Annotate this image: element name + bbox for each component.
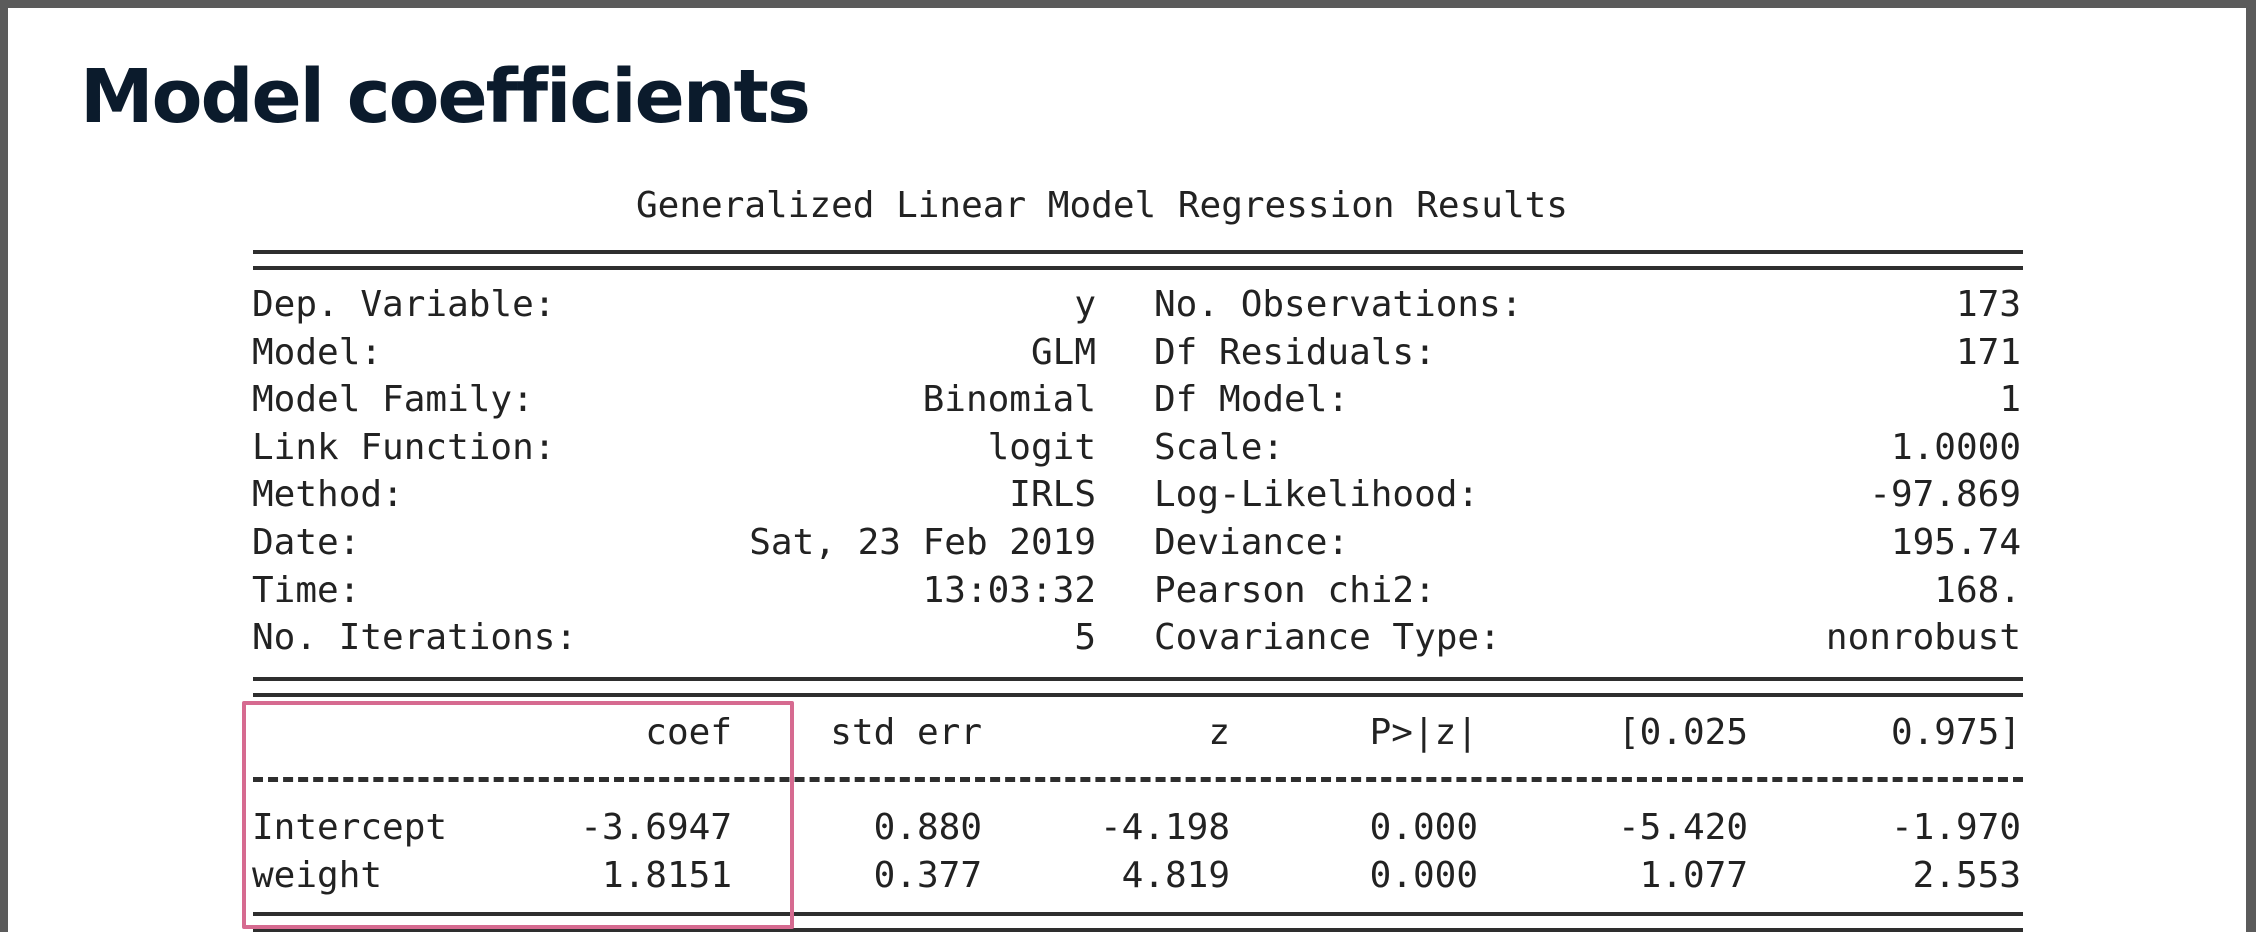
value-date: Sat, 23 Feb 2019	[749, 522, 1096, 563]
label-deviance: Deviance:	[1154, 522, 1350, 563]
weight-ci-lower: 1.077	[1639, 855, 1748, 896]
label-time: Time:	[252, 570, 361, 611]
double-rule-top	[253, 250, 2023, 270]
dashed-rule	[253, 777, 2023, 782]
double-rule-middle	[253, 677, 2023, 697]
header-p-value: P>|z|	[1369, 712, 1478, 753]
row-name-intercept: Intercept	[252, 807, 448, 848]
value-covariance-type: nonrobust	[1825, 617, 2021, 658]
weight-coef: 1.8151	[601, 855, 732, 896]
value-no-iterations: 5	[1074, 617, 1096, 658]
slide-title: Model coefficients	[80, 54, 811, 140]
value-log-likelihood: -97.869	[1869, 474, 2021, 515]
weight-p-value: 0.000	[1369, 855, 1478, 896]
value-df-model: 1	[1999, 379, 2021, 420]
regression-summary: Generalized Linear Model Regression Resu…	[8, 8, 2246, 932]
value-model-family: Binomial	[922, 379, 1096, 420]
label-scale: Scale:	[1154, 427, 1285, 468]
double-rule-bottom	[253, 912, 2023, 932]
header-ci-lower: [0.025	[1617, 712, 1748, 753]
label-df-model: Df Model:	[1154, 379, 1350, 420]
header-coef: coef	[645, 712, 732, 753]
value-method: IRLS	[1009, 474, 1096, 515]
intercept-coef: -3.6947	[580, 807, 732, 848]
label-dep-variable: Dep. Variable:	[252, 284, 556, 325]
header-std-err: std err	[830, 712, 982, 753]
value-dep-variable: y	[1074, 284, 1096, 325]
label-no-iterations: No. Iterations:	[252, 617, 578, 658]
label-method: Method:	[252, 474, 404, 515]
label-covariance-type: Covariance Type:	[1154, 617, 1501, 658]
header-ci-upper: 0.975]	[1890, 712, 2021, 753]
value-model: GLM	[1030, 332, 1096, 373]
intercept-p-value: 0.000	[1369, 807, 1478, 848]
intercept-ci-upper: -1.970	[1890, 807, 2021, 848]
weight-z: 4.819	[1121, 855, 1230, 896]
value-deviance: 195.74	[1890, 522, 2021, 563]
summary-heading: Generalized Linear Model Regression Resu…	[636, 185, 1568, 226]
header-z: z	[1208, 712, 1230, 753]
value-time: 13:03:32	[922, 570, 1096, 611]
intercept-ci-lower: -5.420	[1617, 807, 1748, 848]
weight-std-err: 0.377	[873, 855, 982, 896]
weight-ci-upper: 2.553	[1912, 855, 2021, 896]
value-scale: 1.0000	[1890, 427, 2021, 468]
value-df-residuals: 171	[1955, 332, 2021, 373]
intercept-std-err: 0.880	[873, 807, 982, 848]
row-name-weight: weight	[252, 855, 383, 896]
value-pearson-chi2: 168.	[1934, 570, 2021, 611]
value-link-function: logit	[987, 427, 1096, 468]
label-model: Model:	[252, 332, 383, 373]
label-df-residuals: Df Residuals:	[1154, 332, 1436, 373]
label-date: Date:	[252, 522, 361, 563]
slide: Model coefficients Generalized Linear Mo…	[8, 8, 2246, 932]
label-no-observations: No. Observations:	[1154, 284, 1523, 325]
intercept-z: -4.198	[1099, 807, 1230, 848]
label-pearson-chi2: Pearson chi2:	[1154, 570, 1436, 611]
coef-column-highlight	[242, 701, 794, 929]
label-log-likelihood: Log-Likelihood:	[1154, 474, 1480, 515]
label-model-family: Model Family:	[252, 379, 534, 420]
value-no-observations: 173	[1955, 284, 2021, 325]
label-link-function: Link Function:	[252, 427, 556, 468]
